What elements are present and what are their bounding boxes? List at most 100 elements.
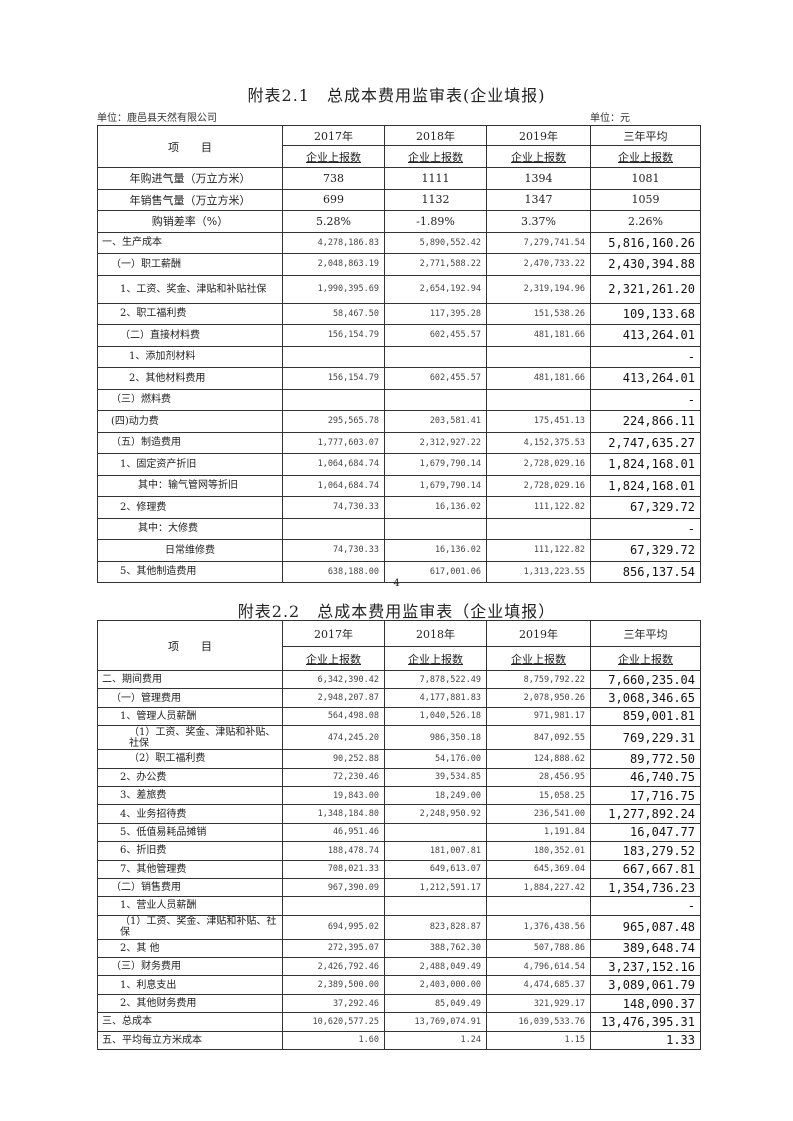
cell-average: 7,660,235.04 — [590, 669, 701, 690]
cell-value — [282, 896, 385, 916]
row-label: 2、办公费 — [97, 767, 283, 787]
cell-value: 649,613.07 — [384, 859, 487, 879]
cell-value: 617,001.06 — [384, 560, 487, 583]
cell-value: 4,278,186.83 — [282, 231, 385, 254]
row-label: 购销差率（%） — [97, 210, 283, 233]
cell-value: 2,948,207.87 — [282, 688, 385, 708]
cell-value: 156,154.79 — [282, 324, 385, 347]
header-year: 2017年 — [282, 125, 385, 146]
table-row: 三、总成本 10,620,577.25 13,769,074.91 16,039,53… — [97, 1012, 701, 1032]
table-row: 一、生产成本 4,278,186.83 5,890,552.42 7,279,741.… — [97, 231, 701, 254]
table-row: 3、差旅费 19,843.00 18,249.00 15,058.25 17,716.7… — [97, 785, 701, 806]
table-row: （2）职工福利费 90,252.88 54,176.00 124,888.62 89,7… — [97, 749, 701, 769]
header-year: 2017年 — [282, 620, 385, 647]
table1-title: 附表2.1 总成本费用监审表(企业填报) — [247, 86, 546, 105]
cell-value: 111,122.82 — [486, 539, 591, 562]
cell-average: 3,089,061.79 — [590, 975, 701, 995]
cell-value: 481,181.66 — [486, 324, 591, 347]
row-label: 年销售气量（万立方米） — [97, 188, 283, 211]
cell-value: 1132 — [384, 188, 487, 211]
row-label: 其中：大修费 — [97, 517, 283, 540]
row-label: 5、低值易耗品摊销 — [97, 822, 283, 843]
cell-average: 46,740.75 — [590, 767, 701, 787]
cell-average: 667,667.81 — [590, 859, 701, 879]
row-label: 一、生产成本 — [97, 231, 283, 254]
cell-value: 1.60 — [282, 1030, 385, 1051]
cell-average: 2,321,261.20 — [590, 274, 701, 304]
cell-value: 180,352.01 — [486, 841, 591, 861]
table-row: （1）工资、奖金、津贴和补贴、社保 474,245.20 986,350.18 847… — [97, 725, 701, 751]
row-label: （三）财务费用 — [97, 957, 283, 977]
header-sub: 企业上报数 — [590, 646, 701, 671]
table-row: 2、其他材料费用 156,154.79 602,455.57 481,181.66 41… — [97, 367, 701, 390]
cell-average: 769,229.31 — [590, 725, 701, 751]
cell-average: 2,747,635.27 — [590, 431, 701, 454]
cell-value: 74,730.33 — [282, 539, 385, 562]
table-row: 2、办公费 72,230.46 39,534.85 28,456.95 46,740.7… — [97, 767, 701, 787]
table-row: （1）工资、奖金、津贴和补贴、社保 694,995.02 823,828.87 1,3… — [97, 914, 701, 940]
cost-table-1: 项 目 2017年 2018年 2019年 三年平均 企业上报数 企业上报数 企… — [97, 125, 701, 583]
cell-value: 54,176.00 — [384, 749, 487, 769]
cell-value: 2,654,192.94 — [384, 274, 487, 304]
row-label: 2、其他材料费用 — [97, 367, 283, 390]
cell-value: 4,474,685.37 — [486, 975, 591, 995]
table-row: （三）燃料费 - — [97, 388, 701, 411]
company-label: 单位：鹿邑县天然有限公司 — [97, 113, 217, 124]
cell-value: 602,455.57 — [384, 324, 487, 347]
row-label: 2、职工福利费 — [97, 302, 283, 325]
row-label: （1）工资、奖金、津贴和补贴、社保 — [97, 725, 283, 751]
cell-value: 2,078,950.26 — [486, 688, 591, 708]
header-sub: 企业上报数 — [384, 646, 487, 671]
cell-average: 3,237,152.16 — [590, 957, 701, 977]
table-row: （一）职工薪酬 2,048,863.19 2,771,588.22 2,470,733… — [97, 253, 701, 276]
row-label: （2）职工福利费 — [97, 749, 283, 769]
row-label: 三、总成本 — [97, 1012, 283, 1032]
cell-value: 2,319,194.96 — [486, 274, 591, 304]
cell-value: 474,245.20 — [282, 725, 385, 751]
cell-value — [486, 345, 591, 368]
cell-value: 986,350.18 — [384, 725, 487, 751]
cell-value: 3.37% — [486, 210, 591, 233]
row-label: 1、工资、奖金、津贴和补贴社保 — [97, 274, 283, 304]
cell-value: 2,470,733.22 — [486, 253, 591, 276]
cell-value: 638,188.00 — [282, 560, 385, 583]
row-label: （二）直接材料费 — [97, 324, 283, 347]
cell-average: 413,264.01 — [590, 367, 701, 390]
cell-average: 2.26% — [590, 210, 701, 233]
cell-value: 4,177,881.83 — [384, 688, 487, 708]
table-row: （五）制造费用 1,777,603.07 2,312,927.22 4,152,375… — [97, 431, 701, 454]
table-row: 2、其他财务费用 37,292.46 85,049.49 321,929.17 148,… — [97, 993, 701, 1014]
cell-average: - — [590, 388, 701, 411]
cell-average: 413,264.01 — [590, 324, 701, 347]
cell-average: - — [590, 896, 701, 916]
cell-value: 90,252.88 — [282, 749, 385, 769]
row-label: （三）燃料费 — [97, 388, 283, 411]
cell-average: 1,824,168.01 — [590, 474, 701, 497]
cell-value: 16,136.02 — [384, 496, 487, 519]
cell-value — [384, 388, 487, 411]
cell-value: 18,249.00 — [384, 785, 487, 806]
cell-value: 236,541.00 — [486, 804, 591, 824]
row-label: 4、业务招待费 — [97, 804, 283, 824]
cell-value: 175,451.13 — [486, 410, 591, 433]
cell-value: 2,048,863.19 — [282, 253, 385, 276]
cell-average: 1.33 — [590, 1030, 701, 1051]
cell-average: 224,866.11 — [590, 410, 701, 433]
cell-average: 16,047.77 — [590, 822, 701, 843]
cell-value: -1.89% — [384, 210, 487, 233]
row-label: （一）职工薪酬 — [97, 253, 283, 276]
table-row: 1、利息支出 2,389,500.00 2,403,000.00 4,474,685.… — [97, 975, 701, 995]
cell-average: 67,329.72 — [590, 496, 701, 519]
row-label: （1）工资、奖金、津贴和补贴、社保 — [97, 914, 283, 940]
table-row: 其中：输气管网等折旧 1,064,684.74 1,679,790.14 2,728,… — [97, 474, 701, 497]
header-item: 项 目 — [97, 620, 283, 671]
row-label: 2、其他财务费用 — [97, 993, 283, 1014]
cell-value: 699 — [282, 188, 385, 211]
row-label: 年购进气量（万立方米） — [97, 167, 283, 190]
cell-value: 181,007.81 — [384, 841, 487, 861]
table-row: 5、低值易耗品摊销 46,951.46 1,191.84 16,047.77 — [97, 822, 701, 843]
table-row: 2、其 他 272,395.07 388,762.30 507,788.86 389,6… — [97, 938, 701, 959]
row-label: 1、营业人员薪酬 — [97, 896, 283, 916]
cell-value: 5.28% — [282, 210, 385, 233]
table-row: 二、期间费用 6,342,390.42 7,878,522.49 8,759,792.… — [97, 669, 701, 690]
